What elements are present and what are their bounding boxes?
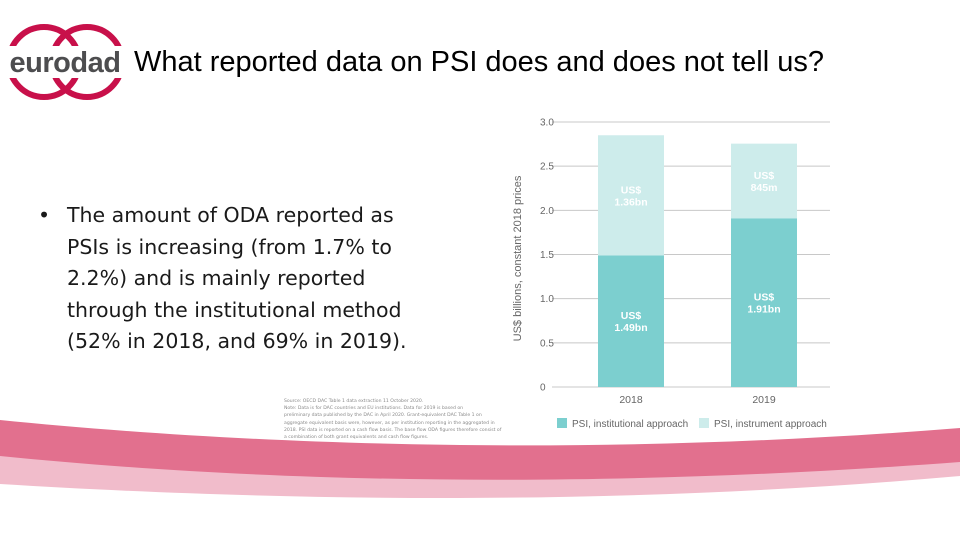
data-label: 1.91bn: [747, 304, 780, 316]
x-tick-label: 2018: [619, 394, 643, 406]
bar-segment: [598, 255, 664, 387]
bullet-text: The amount of ODA reported as PSIs is in…: [67, 200, 407, 358]
y-axis-label: US$ billions, constant 2018 prices: [512, 175, 524, 341]
bar-segment: [731, 143, 797, 219]
x-tick-label: 2019: [752, 394, 776, 406]
data-label: 845m: [751, 182, 778, 194]
footnote-line: aggregate equivalent basis were, however…: [284, 420, 495, 426]
bullet-line: PSIs is increasing (from 1.7% to: [67, 234, 392, 259]
data-label: 1.49bn: [614, 322, 647, 334]
y-tick-label: 2.0: [540, 206, 554, 217]
y-tick-label: 2.5: [540, 162, 554, 173]
footnote-line: 2018. PSI data is reported on a cash flo…: [284, 427, 502, 433]
eurodad-logo: eurodad: [4, 24, 126, 100]
footnote-line: a combination of both grant equivalents …: [284, 435, 429, 441]
chart-source-note: Source: OECD DAC Table 1 data extraction…: [284, 398, 502, 441]
wave-dark: [0, 420, 960, 480]
footnote-line: preliminary data published by the DAC in…: [284, 413, 482, 419]
legend-swatch: [557, 418, 567, 428]
bar-segment: [731, 218, 797, 387]
bullet-line: (52% in 2018, and 69% in 2019).: [67, 329, 407, 353]
wave-white: [0, 476, 960, 540]
y-tick-label: 0: [540, 383, 546, 394]
bullet-point: • The amount of ODA reported as PSIs is …: [38, 200, 458, 358]
background-waves: [0, 420, 960, 540]
logo-text: eurodad: [10, 47, 121, 79]
data-label: 1.36bn: [614, 196, 647, 208]
y-tick-label: 1.5: [540, 250, 554, 261]
stacked-bar-chart: 0 0.5 1.0 1.5 2.0 2.5 3.0 US$ billions, constan…: [512, 118, 830, 430]
data-label: US$: [621, 184, 642, 196]
bar-segment: [598, 135, 664, 256]
bullet-marker: •: [38, 203, 51, 227]
y-tick-label: 0.5: [540, 338, 554, 349]
y-tick-label: 1.0: [540, 294, 554, 305]
bullet-line: through the institutional method: [67, 297, 402, 322]
legend-swatch: [699, 418, 709, 428]
data-label: US$: [754, 292, 775, 304]
bullet-line: 2.2%) and is mainly reported: [67, 266, 366, 290]
bullet-line: The amount of ODA reported as: [67, 203, 394, 227]
legend-label: PSI, institutional approach: [572, 419, 688, 430]
data-label: US$: [754, 170, 775, 182]
data-label: US$: [621, 310, 642, 322]
footnote-line: Source: OECD DAC Table 1 data extraction…: [284, 399, 424, 404]
footnote-line: Note: Data is for DAC countries and EU i…: [284, 406, 464, 412]
legend-label: PSI, instrument approach: [714, 419, 827, 430]
slide-title: What reported data on PSI does and does …: [134, 46, 825, 78]
y-tick-label: 3.0: [540, 118, 554, 129]
